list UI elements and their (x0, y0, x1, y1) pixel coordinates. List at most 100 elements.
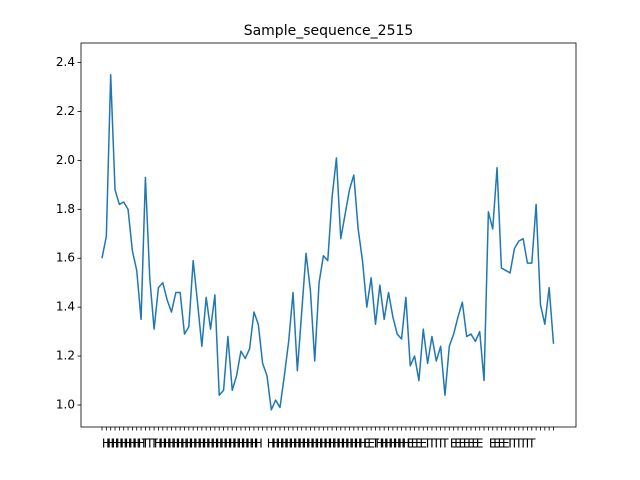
x-tick-label: H (180, 437, 189, 451)
x-tick-label: H (102, 437, 111, 451)
x-tick-label: H (184, 437, 193, 451)
x-tick-label: E (367, 437, 375, 451)
x-tick-label: T (514, 437, 523, 451)
x-tick-label: H (293, 437, 302, 451)
x-tick-label: T (432, 437, 441, 451)
x-tick-label: H (154, 437, 163, 451)
x-tick-label: E (489, 437, 497, 451)
x-tick-label: H (393, 437, 402, 451)
x-tick-label: E (450, 437, 458, 451)
x-tick-label: H (254, 437, 263, 451)
data-line (101, 74, 555, 411)
x-tick-label: H (215, 437, 224, 451)
y-tick-label: 1.6 (56, 251, 75, 265)
x-tick-label: H (193, 437, 202, 451)
y-tick-label: 1.4 (56, 300, 75, 314)
x-tick-label: H (341, 437, 350, 451)
y-tick-label: 2.4 (56, 55, 75, 69)
x-tick-label: E (493, 437, 501, 451)
x-tick-label: E (454, 437, 462, 451)
x-tick-label: H (206, 437, 215, 451)
x-tick-label: T (371, 437, 380, 451)
x-tick-label: H (223, 437, 232, 451)
y-tick-label: 2.2 (56, 104, 75, 118)
x-tick-label: E (363, 437, 371, 451)
x-tick-label: T (510, 437, 519, 451)
x-tick-label: H (358, 437, 367, 451)
x-tick-label: H (388, 437, 397, 451)
x-tick-label: T (149, 437, 158, 451)
x-tick-label: H (189, 437, 198, 451)
x-tick-label: E (498, 437, 506, 451)
x-tick-label: H (167, 437, 176, 451)
x-tick-label: T (518, 437, 527, 451)
x-tick-label: H (236, 437, 245, 451)
x-tick-label: E (472, 437, 480, 451)
x-tick-label: H (302, 437, 311, 451)
x-tick-label: H (210, 437, 219, 451)
x-tick-label: H (315, 437, 324, 451)
x-tick-label: T (145, 437, 154, 451)
x-tick-label: H (245, 437, 254, 451)
x-tick-label: H (197, 437, 206, 451)
x-tick-label: H (280, 437, 289, 451)
x-tick-label: T (505, 437, 514, 451)
x-tick-label: H (349, 437, 358, 451)
x-tick-label: H (202, 437, 211, 451)
x-tick-label: H (176, 437, 185, 451)
x-tick-label: H (354, 437, 363, 451)
x-tick-label: T (527, 437, 536, 451)
x-tick-label: E (459, 437, 467, 451)
x-tick-label: E (502, 437, 510, 451)
x-tick-label: E (411, 437, 419, 451)
x-tick-label: H (106, 437, 115, 451)
x-tick-label: E (419, 437, 427, 451)
x-tick-label: E (467, 437, 475, 451)
x-tick-label: T (141, 437, 150, 451)
y-tick-label: 1.8 (56, 202, 75, 216)
x-tick-label: H (132, 437, 141, 451)
x-tick-label: H (163, 437, 172, 451)
x-tick-label: H (124, 437, 133, 451)
x-tick-label: H (345, 437, 354, 451)
x-tick-label: H (219, 437, 228, 451)
x-tick-label: H (401, 437, 410, 451)
x-tick-label: H (271, 437, 280, 451)
y-tick-label: 2.0 (56, 153, 75, 167)
x-tick-label: H (323, 437, 332, 451)
x-tick-label: H (332, 437, 341, 451)
x-tick-label: H (137, 437, 146, 451)
x-tick-label: H (289, 437, 298, 451)
x-tick-label: T (427, 437, 436, 451)
x-tick-label: H (241, 437, 250, 451)
x-tick-label: T (523, 437, 532, 451)
x-tick-label: H (115, 437, 124, 451)
x-tick-label: E (476, 437, 484, 451)
x-tick-label: H (119, 437, 128, 451)
x-tick-label: T (440, 437, 449, 451)
x-tick-label: H (249, 437, 258, 451)
x-tick-label: H (228, 437, 237, 451)
x-tick-label: H (397, 437, 406, 451)
chart-title: Sample_sequence_2515 (244, 23, 414, 39)
x-tick-label: H (275, 437, 284, 451)
plot-frame (80, 42, 577, 428)
x-tick-label: H (111, 437, 120, 451)
x-tick-label: H (128, 437, 137, 451)
x-tick-label: H (232, 437, 241, 451)
x-tick-label: H (328, 437, 337, 451)
x-tick-label: E (463, 437, 471, 451)
x-tick-label: H (380, 437, 389, 451)
x-tick-label: E (406, 437, 414, 451)
x-tick-label: H (384, 437, 393, 451)
y-tick-label: 1.0 (56, 397, 75, 411)
x-tick-label: H (284, 437, 293, 451)
x-tick-label: H (297, 437, 306, 451)
x-tick-label: H (375, 437, 384, 451)
x-tick-label: H (267, 437, 276, 451)
x-tick-label: H (319, 437, 328, 451)
x-tick-label: H (336, 437, 345, 451)
x-tick-label: E (415, 437, 423, 451)
